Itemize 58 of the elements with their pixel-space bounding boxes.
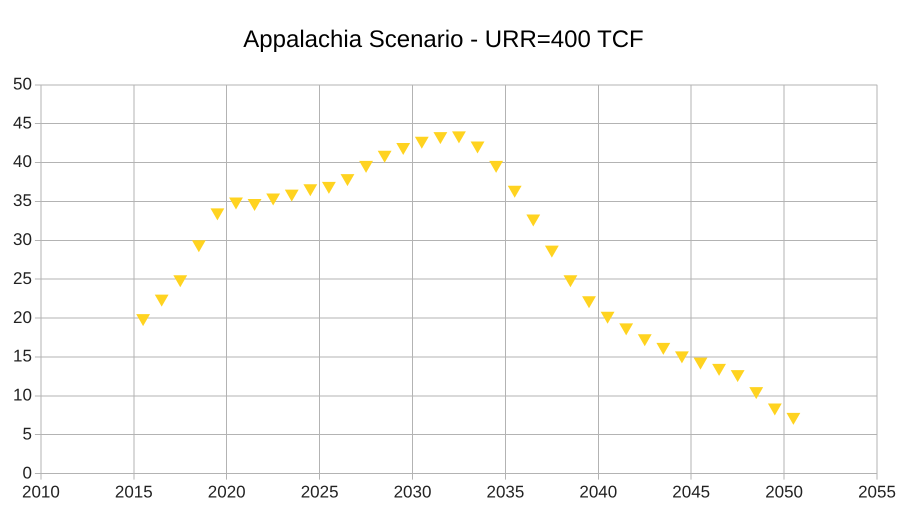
x-tick-label: 2025	[300, 482, 339, 502]
x-tick-label: 2055	[858, 482, 896, 502]
point	[396, 143, 410, 156]
point	[303, 184, 318, 196]
point	[712, 364, 726, 376]
y-tick-label: 30	[12, 230, 32, 250]
point	[544, 246, 559, 258]
point	[210, 208, 224, 220]
x-tick-label: 2035	[486, 482, 524, 502]
point	[433, 132, 448, 144]
point	[136, 314, 150, 326]
x-tick-label: 2045	[672, 482, 710, 502]
x-tick-label: 2030	[394, 482, 432, 502]
point	[638, 334, 652, 346]
y-tick-label: 15	[12, 346, 32, 366]
x-tick-label: 2050	[765, 482, 804, 502]
x-tick-label: 2040	[579, 482, 618, 502]
point	[378, 150, 392, 163]
x-tick-label: 2010	[22, 482, 60, 502]
point	[619, 323, 634, 336]
chart-title: Appalachia Scenario - URR=400 TCF	[243, 26, 644, 54]
point	[414, 136, 429, 149]
y-tick-label: 35	[12, 191, 32, 210]
y-tick-label: 5	[22, 424, 32, 444]
point	[284, 190, 299, 202]
y-tick-label: 25	[12, 268, 32, 288]
point	[786, 412, 800, 425]
point	[229, 197, 243, 210]
point	[730, 370, 745, 382]
point	[508, 186, 522, 198]
point	[173, 275, 188, 288]
point	[192, 240, 206, 252]
y-tick-label: 40	[12, 152, 32, 172]
point	[322, 182, 336, 194]
point	[470, 141, 484, 154]
y-tick-label: 45	[12, 113, 32, 132]
point	[694, 358, 708, 370]
point	[674, 351, 689, 364]
point	[359, 160, 373, 173]
point	[154, 294, 169, 307]
y-tick-label: 50	[12, 74, 32, 94]
point	[452, 131, 466, 144]
point	[600, 312, 615, 324]
point	[768, 404, 782, 416]
point	[340, 174, 354, 186]
point	[489, 160, 504, 173]
point	[526, 214, 540, 227]
y-tick-label: 0	[22, 463, 32, 482]
y-tick-label: 20	[12, 308, 32, 327]
point	[266, 194, 280, 206]
x-tick-label: 2015	[114, 482, 153, 502]
point	[564, 275, 578, 288]
point	[656, 342, 670, 355]
point	[248, 198, 262, 211]
y-tick-label: 10	[12, 386, 32, 405]
point	[749, 387, 764, 400]
x-tick-label: 2020	[208, 482, 246, 502]
point	[582, 296, 596, 308]
